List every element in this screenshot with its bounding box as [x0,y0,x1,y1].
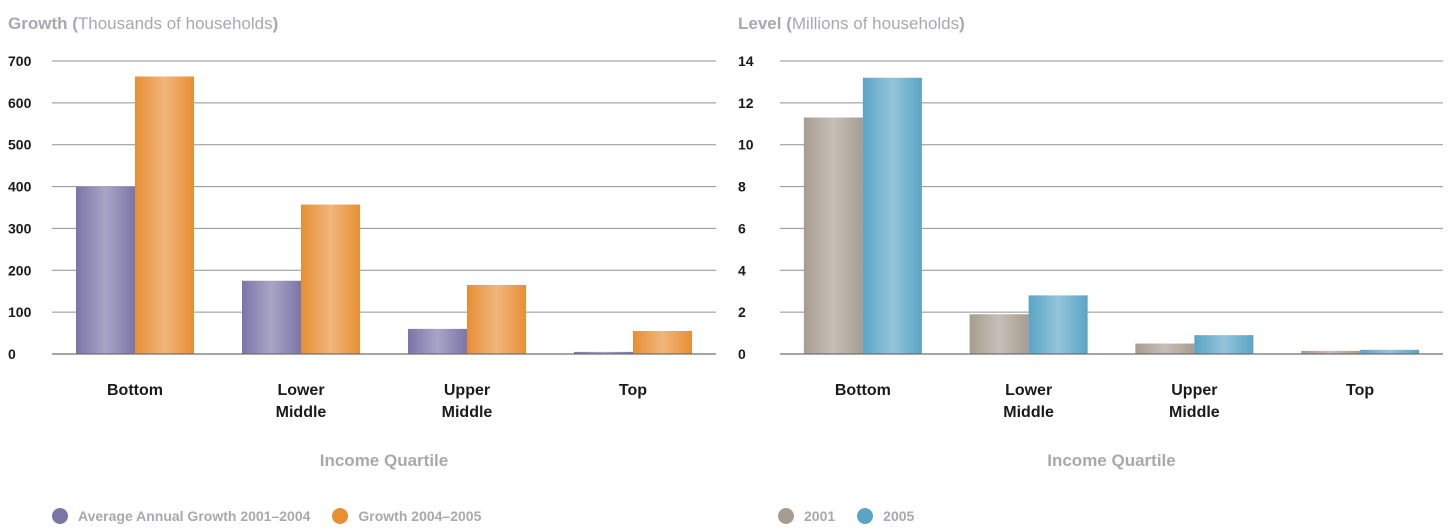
bar-series-1 [969,314,1029,354]
bar-series-2 [862,77,922,354]
x-tick-label: Top [1346,382,1374,399]
bar-series-1 [1301,350,1361,354]
level-chart-title: Level (Millions of households) [738,14,965,33]
legend-item: Growth 2004–2005 [332,508,481,524]
legend-label: Average Annual Growth 2001–2004 [78,508,311,524]
y-tick-label: 600 [8,95,32,111]
bar-series-2 [633,330,692,354]
x-tick-label: Bottom [107,382,163,399]
legend-label: 2005 [883,508,915,524]
bar-series-2 [1360,349,1420,354]
bar-series-1 [1135,343,1195,354]
y-tick-label: 14 [738,53,754,69]
y-tick-label: 10 [738,137,754,153]
bar-series-2 [1194,335,1254,354]
y-tick-label: 100 [8,304,32,320]
bar-series-1 [408,328,467,354]
growth-legend: Average Annual Growth 2001–2004 Growth 20… [52,508,503,524]
y-tick-label: 500 [8,137,32,153]
legend-swatch-icon [778,508,794,524]
y-tick-label: 12 [738,95,754,111]
x-tick-label: Top [619,382,647,399]
y-tick-label: 300 [8,220,32,236]
legend-label: Growth 2004–2005 [358,508,482,524]
legend-item: 2005 [857,508,914,524]
y-tick-label: 700 [8,53,32,69]
y-tick-label: 0 [8,346,16,362]
x-tick-label: Upper Middle [442,382,493,421]
y-tick-label: 0 [738,346,746,362]
level-chart: 0 2 4 6 8 10 12 14 Bottom Lower Middle Upper Middle T… [738,53,1443,470]
growth-chart-title: Growth (Thousands of households) [8,14,279,33]
bar-series-1 [76,186,135,354]
level-legend: 2001 2005 [778,508,936,524]
x-tick-label: Bottom [835,382,891,399]
x-axis-label: Income Quartile [320,451,448,470]
bar-series-1 [574,351,633,354]
legend-item: 2001 [778,508,835,524]
y-tick-label: 200 [8,262,32,278]
bar-series-1 [242,280,301,354]
x-axis-label: Income Quartile [1047,451,1175,470]
y-tick-label: 8 [738,179,746,195]
y-tick-label: 2 [738,304,746,320]
legend-swatch-icon [857,508,874,524]
legend-label: 2001 [804,508,836,524]
x-tick-label: Upper Middle [1169,382,1220,421]
legend-swatch-icon [52,508,68,524]
y-tick-label: 400 [8,179,32,195]
bar-series-2 [135,76,194,354]
bar-series-2 [301,204,360,354]
bar-series-1 [803,117,863,354]
growth-chart: 0 100 200 300 400 500 600 700 Bottom Lower Middle U… [8,53,716,470]
bar-series-2 [1028,295,1088,354]
x-tick-label: Lower Middle [276,382,327,421]
legend-item: Average Annual Growth 2001–2004 [52,508,310,524]
y-tick-label: 4 [738,262,746,278]
bar-series-2 [467,284,526,354]
y-tick-label: 6 [738,220,746,236]
x-tick-label: Lower Middle [1003,382,1054,421]
legend-swatch-icon [332,508,349,524]
